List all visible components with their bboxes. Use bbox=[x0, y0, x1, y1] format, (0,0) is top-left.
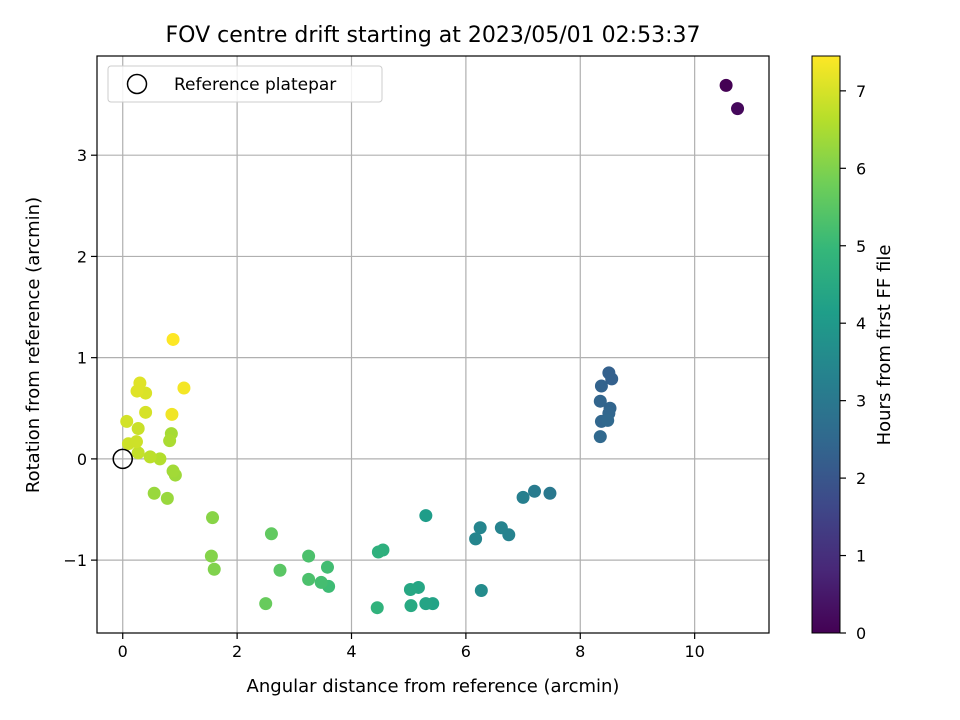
data-point bbox=[605, 372, 619, 386]
y-tick-label: −1 bbox=[63, 551, 87, 570]
data-point bbox=[163, 434, 177, 448]
data-point bbox=[165, 407, 179, 421]
data-point bbox=[419, 509, 433, 523]
colorbar-tick-label: 2 bbox=[856, 469, 866, 488]
plot-frame bbox=[96, 55, 770, 634]
data-point bbox=[302, 549, 316, 563]
data-point bbox=[731, 102, 745, 116]
x-tick-label: 10 bbox=[684, 642, 704, 661]
data-point bbox=[131, 446, 145, 460]
x-tick-label: 0 bbox=[118, 642, 128, 661]
legend-box bbox=[107, 65, 383, 103]
data-point bbox=[474, 583, 488, 597]
data-point bbox=[177, 381, 191, 395]
x-tick-label: 4 bbox=[346, 642, 356, 661]
x-tick-label: 6 bbox=[461, 642, 471, 661]
data-point bbox=[594, 379, 608, 393]
data-point bbox=[160, 491, 174, 505]
x-tick-label: 2 bbox=[232, 642, 242, 661]
plot-background bbox=[97, 56, 769, 633]
y-axis-ticks: −1 0 1 2 3 bbox=[63, 146, 97, 570]
data-point bbox=[469, 532, 483, 546]
data-point bbox=[131, 422, 145, 436]
data-point bbox=[129, 435, 143, 449]
data-point bbox=[593, 430, 607, 444]
reference-platepar-marker bbox=[112, 448, 133, 470]
x-axis-label: Angular distance from reference (arcmin) bbox=[247, 676, 620, 697]
legend-label: Reference platepar bbox=[174, 75, 336, 95]
colorbar-tick-label: 1 bbox=[856, 547, 866, 566]
data-point bbox=[139, 405, 153, 419]
x-tick-label: 8 bbox=[575, 642, 585, 661]
x-axis-ticks: 0 2 4 6 8 10 bbox=[118, 633, 705, 661]
data-point bbox=[371, 545, 385, 559]
data-point bbox=[153, 452, 167, 466]
chart-title: FOV centre drift starting at 2023/05/01 … bbox=[166, 23, 701, 48]
data-point bbox=[494, 521, 508, 535]
y-tick-label: 0 bbox=[77, 450, 87, 469]
data-point bbox=[473, 521, 487, 535]
colorbar-tick-label: 7 bbox=[856, 82, 866, 101]
colorbar-tick-label: 3 bbox=[856, 392, 866, 411]
colorbar: 0 1 2 3 4 5 6 7 Hours from first FF file bbox=[811, 55, 895, 643]
data-point bbox=[593, 394, 607, 408]
colorbar-tick-label: 5 bbox=[856, 237, 866, 256]
data-point bbox=[404, 599, 418, 613]
data-point bbox=[543, 486, 557, 500]
y-axis-label: Rotation from reference (arcmin) bbox=[23, 197, 44, 493]
y-tick-label: 1 bbox=[77, 349, 87, 368]
data-point bbox=[528, 484, 542, 498]
data-point bbox=[206, 511, 220, 525]
data-point bbox=[302, 572, 316, 586]
data-point bbox=[719, 78, 733, 92]
plot-area: 0 2 4 6 8 10 −1 0 1 2 3 bbox=[63, 55, 770, 661]
data-point bbox=[264, 527, 278, 541]
data-point bbox=[516, 490, 530, 504]
data-point bbox=[147, 486, 161, 500]
data-point bbox=[120, 414, 134, 428]
data-points bbox=[120, 78, 745, 615]
data-point bbox=[403, 582, 417, 596]
data-point bbox=[273, 563, 287, 577]
data-point bbox=[320, 560, 334, 574]
data-point bbox=[207, 562, 221, 576]
data-point bbox=[370, 601, 384, 615]
data-point bbox=[166, 464, 180, 478]
colorbar-ticks: 0 1 2 3 4 5 6 7 bbox=[840, 82, 866, 643]
data-point bbox=[204, 549, 218, 563]
data-point bbox=[166, 332, 180, 346]
y-tick-label: 3 bbox=[77, 146, 87, 165]
data-point bbox=[143, 450, 157, 464]
legend-marker-icon bbox=[126, 73, 148, 95]
colorbar-label: Hours from first FF file bbox=[874, 245, 895, 446]
data-point bbox=[259, 597, 273, 611]
y-tick-label: 2 bbox=[77, 247, 87, 266]
legend: Reference platepar bbox=[107, 65, 383, 103]
colorbar-gradient bbox=[811, 55, 841, 634]
colorbar-tick-label: 0 bbox=[856, 624, 866, 643]
colorbar-tick-label: 4 bbox=[856, 314, 866, 333]
data-point bbox=[130, 384, 144, 398]
colorbar-tick-label: 6 bbox=[856, 159, 866, 178]
data-point bbox=[314, 575, 328, 589]
data-point bbox=[419, 597, 433, 611]
data-point bbox=[601, 413, 615, 427]
